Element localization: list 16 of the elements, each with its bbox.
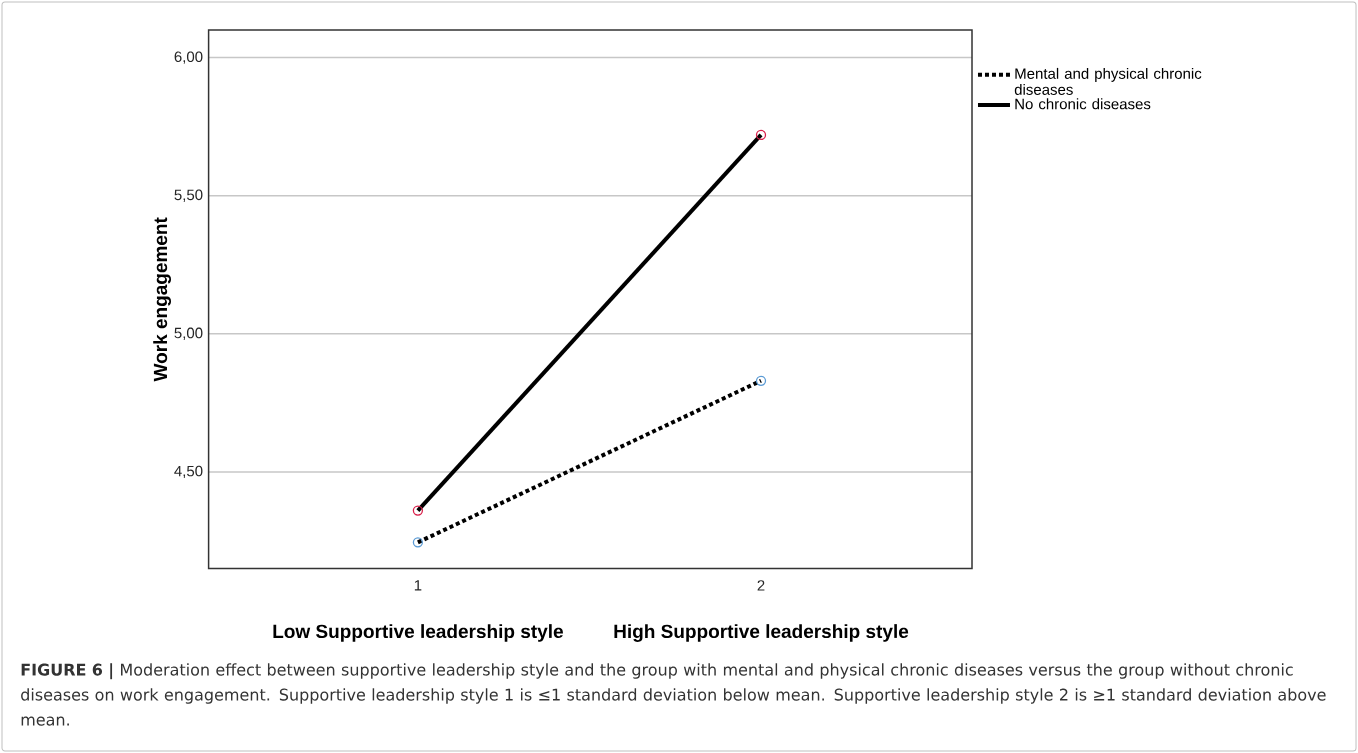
point	[755, 129, 767, 141]
y-tick-label: 5,50	[174, 189, 203, 202]
y-tick-label: 6,00	[174, 51, 203, 64]
y-axis-title: Work engagement	[153, 217, 172, 382]
point	[412, 505, 424, 516]
point	[755, 375, 767, 386]
legend-label: Mental and physical chronic diseases	[1014, 67, 1202, 95]
y-tick-label: 5,00	[174, 327, 203, 341]
legend-label: No chronic diseases	[1015, 98, 1151, 110]
text: FIGURE 6 | Moderation effect between supportive leadership style and the group with mental and physical chronic diseases versus the group without chronic diseases on work engagement. Supportive leadership style 1 is ≤1 standard deviation below mean. Supportive leadership style 2 is ≥1 standard deviation above mean.	[21, 663, 1326, 726]
point	[412, 537, 424, 548]
text: High Supportive leadership style	[614, 624, 909, 642]
x-tick-label: 2	[757, 580, 765, 591]
x-tick-label: 1	[414, 580, 422, 591]
text: Low Supportive leadership style	[273, 624, 563, 642]
y-tick-label: 4,50	[174, 465, 203, 479]
